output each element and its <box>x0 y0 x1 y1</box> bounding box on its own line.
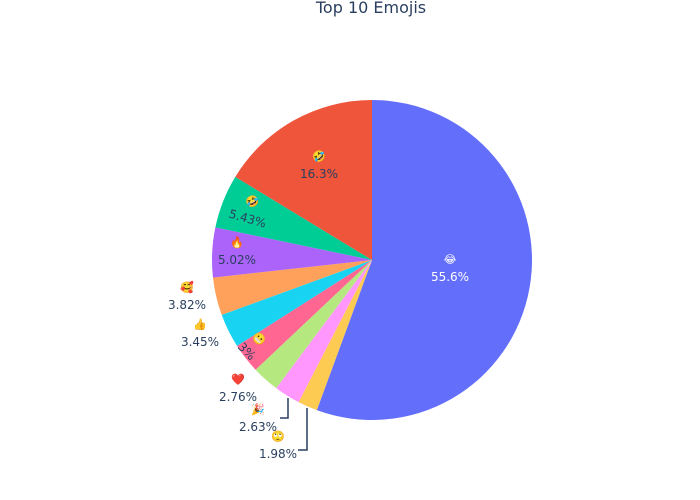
slice-emoji: 🔥 <box>230 236 244 249</box>
pie-slice[interactable] <box>221 260 372 346</box>
slice-percent-label: 2.76% <box>219 390 257 404</box>
slice-emoji: 🙄 <box>271 430 285 443</box>
pie-slice[interactable] <box>212 260 372 315</box>
slice-emoji: 🎉 <box>251 403 265 416</box>
slice-label: 🥰 3.82% <box>168 280 206 312</box>
pie-slice[interactable] <box>215 176 372 260</box>
slice-label: 🙄 1.98% <box>259 430 297 461</box>
slice-label: 🎉 2.63% <box>239 403 277 434</box>
pie-slice[interactable] <box>235 100 372 260</box>
pie-slice[interactable] <box>298 260 372 411</box>
slice-emoji: 🤣 <box>243 193 261 211</box>
pie-slice[interactable] <box>212 227 372 278</box>
chart-title: Top 10 Emojis <box>0 0 700 20</box>
label-leader-line <box>298 408 308 451</box>
pie-slice[interactable] <box>316 100 532 420</box>
slice-percent-label: 3.45% <box>181 335 219 349</box>
chart-title-text: Top 10 Emojis <box>315 0 427 17</box>
slice-label: 👍 3.45% <box>181 318 219 349</box>
slice-percent-label: 5.02% <box>218 253 256 267</box>
slice-emoji: 👍 <box>193 318 207 331</box>
pie-slice[interactable] <box>255 260 372 389</box>
slice-percent-label: 2.63% <box>239 420 277 434</box>
slice-emoji: 😂 <box>444 253 457 266</box>
slice-emoji: 🥰 <box>180 280 194 294</box>
slice-percent-label: 3.82% <box>168 298 206 312</box>
slice-emoji: ❤️ <box>231 373 245 386</box>
slice-percent-label: 16.3% <box>300 167 338 181</box>
label-leader-line <box>280 398 289 419</box>
slice-label: 🤣 16.3% <box>300 150 338 181</box>
slice-label: ❤️ 2.76% <box>219 373 257 404</box>
slice-label: 😂 55.6% <box>431 253 469 284</box>
slice-percent-label: 55.6% <box>431 270 469 284</box>
slice-emoji: 🤣 <box>311 150 326 164</box>
slice-label: 🔥 5.02% <box>218 236 256 267</box>
slice-percent-label: 1.98% <box>259 447 297 461</box>
pie-slice[interactable] <box>237 260 372 370</box>
pie-slice[interactable] <box>276 260 372 403</box>
